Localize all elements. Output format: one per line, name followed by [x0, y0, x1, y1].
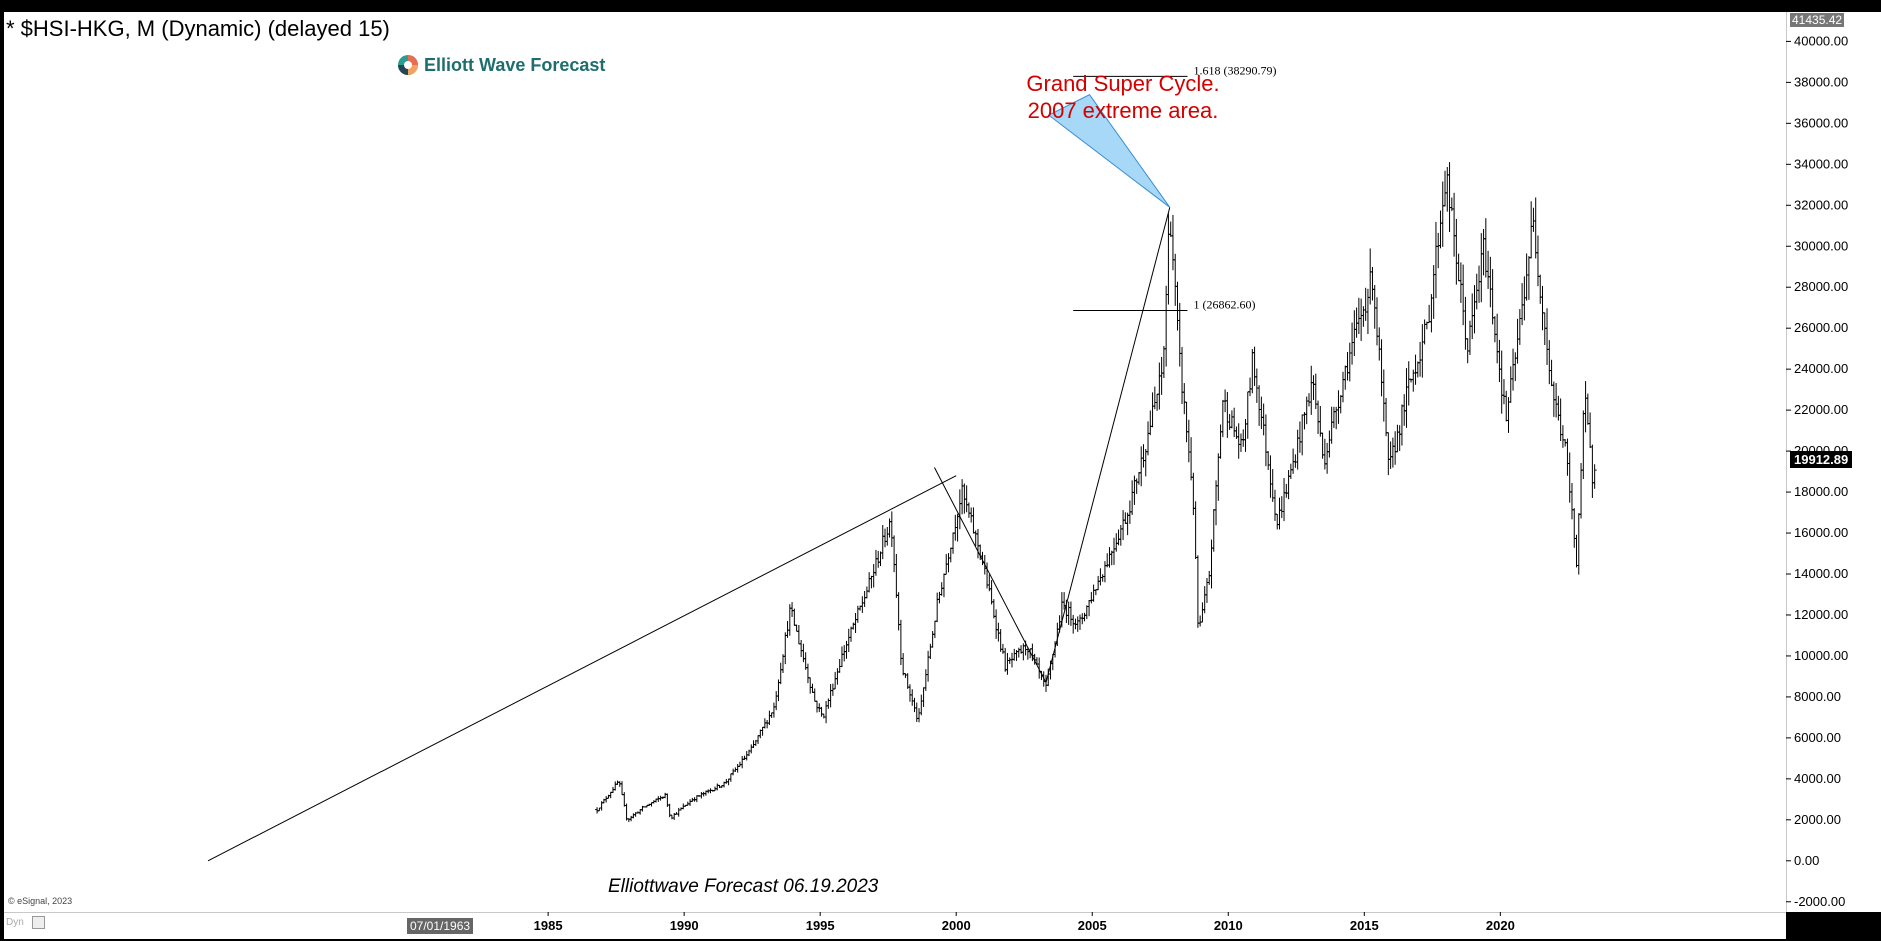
annotation-line-2: 2007 extreme area. — [1027, 98, 1219, 123]
fib-levels: 1.618 (38290.79) 1 (26862.60) — [1073, 63, 1276, 312]
wave-line — [934, 467, 1047, 683]
y-tick-label: 24000.00 — [1794, 361, 1848, 376]
x-tick-label: 2010 — [1214, 918, 1243, 933]
dyn-label: Dyn — [6, 917, 24, 928]
copyright-text: © eSignal, 2023 — [8, 896, 73, 906]
fib-level-label: 1.618 (38290.79) — [1193, 63, 1276, 77]
y-tick-label: 14000.00 — [1794, 566, 1848, 581]
x-tick-label: 1990 — [670, 918, 699, 933]
logo: Elliott Wave Forecast — [396, 52, 605, 78]
fib-level-label: 1 (26862.60) — [1193, 298, 1255, 312]
y-tick-label: 30000.00 — [1794, 238, 1848, 253]
y-tick-label: 16000.00 — [1794, 525, 1848, 540]
wave-line — [207, 475, 957, 862]
y-tick-label: 28000.00 — [1794, 279, 1848, 294]
dyn-toggle-icon[interactable] — [32, 916, 45, 929]
y-tick-label: 34000.00 — [1794, 156, 1848, 171]
wave-annotation: Grand Super Cycle. 2007 extreme area. — [1000, 70, 1246, 124]
y-tick-label: 26000.00 — [1794, 320, 1848, 335]
x-tick-label: 2020 — [1486, 918, 1515, 933]
y-tick-label: 6000.00 — [1794, 730, 1841, 745]
cursor-date-badge: 07/01/1963 — [407, 918, 474, 934]
x-axis-ticks: 1985 1990 1995 2000 2005 2010 2015 2020 — [534, 912, 1515, 933]
y-tick-label: 12000.00 — [1794, 607, 1848, 622]
y-tick-label: 8000.00 — [1794, 689, 1841, 704]
watermark-text: Elliottwave Forecast 06.19.2023 — [608, 876, 879, 897]
x-tick-label: 1985 — [534, 918, 563, 933]
y-tick-label: 18000.00 — [1794, 484, 1848, 499]
last-price-badge: 19912.89 — [1790, 451, 1853, 468]
wave-line — [1045, 207, 1171, 683]
y-tick-label: 40000.00 — [1794, 33, 1848, 48]
time-axis[interactable] — [4, 912, 1786, 939]
y-tick-label: 36000.00 — [1794, 115, 1848, 130]
y-tick-label: -2000.00 — [1794, 894, 1845, 909]
axis-top-value: 41435.42 — [1790, 13, 1845, 27]
ewf-logo-icon — [398, 55, 418, 75]
y-tick-label: 32000.00 — [1794, 197, 1848, 212]
y-tick-label: 2000.00 — [1794, 812, 1841, 827]
y-tick-label: 0.00 — [1794, 853, 1819, 868]
logo-text: Elliott Wave Forecast — [424, 54, 606, 75]
y-axis-ticks: -2000.00 0.00 2000.00 4000.00 6000.00 8000.00… — [1786, 33, 1848, 909]
wave-lines — [207, 207, 1171, 862]
target-area-triangle — [1047, 94, 1171, 208]
y-tick-label: 38000.00 — [1794, 74, 1848, 89]
y-tick-label: 10000.00 — [1794, 648, 1848, 663]
plot-area[interactable] — [4, 12, 1786, 912]
annotation-line-1: Grand Super Cycle. — [1026, 71, 1220, 96]
x-tick-label: 2000 — [942, 918, 971, 933]
x-tick-label: 1995 — [806, 918, 835, 933]
price-bars — [595, 162, 1597, 823]
chart-title: * $HSI-HKG, M (Dynamic) (delayed 15) — [6, 16, 390, 41]
y-tick-label: 4000.00 — [1794, 771, 1841, 786]
x-tick-label: 2005 — [1078, 918, 1107, 933]
y-tick-label: 22000.00 — [1794, 402, 1848, 417]
x-tick-label: 2015 — [1350, 918, 1379, 933]
